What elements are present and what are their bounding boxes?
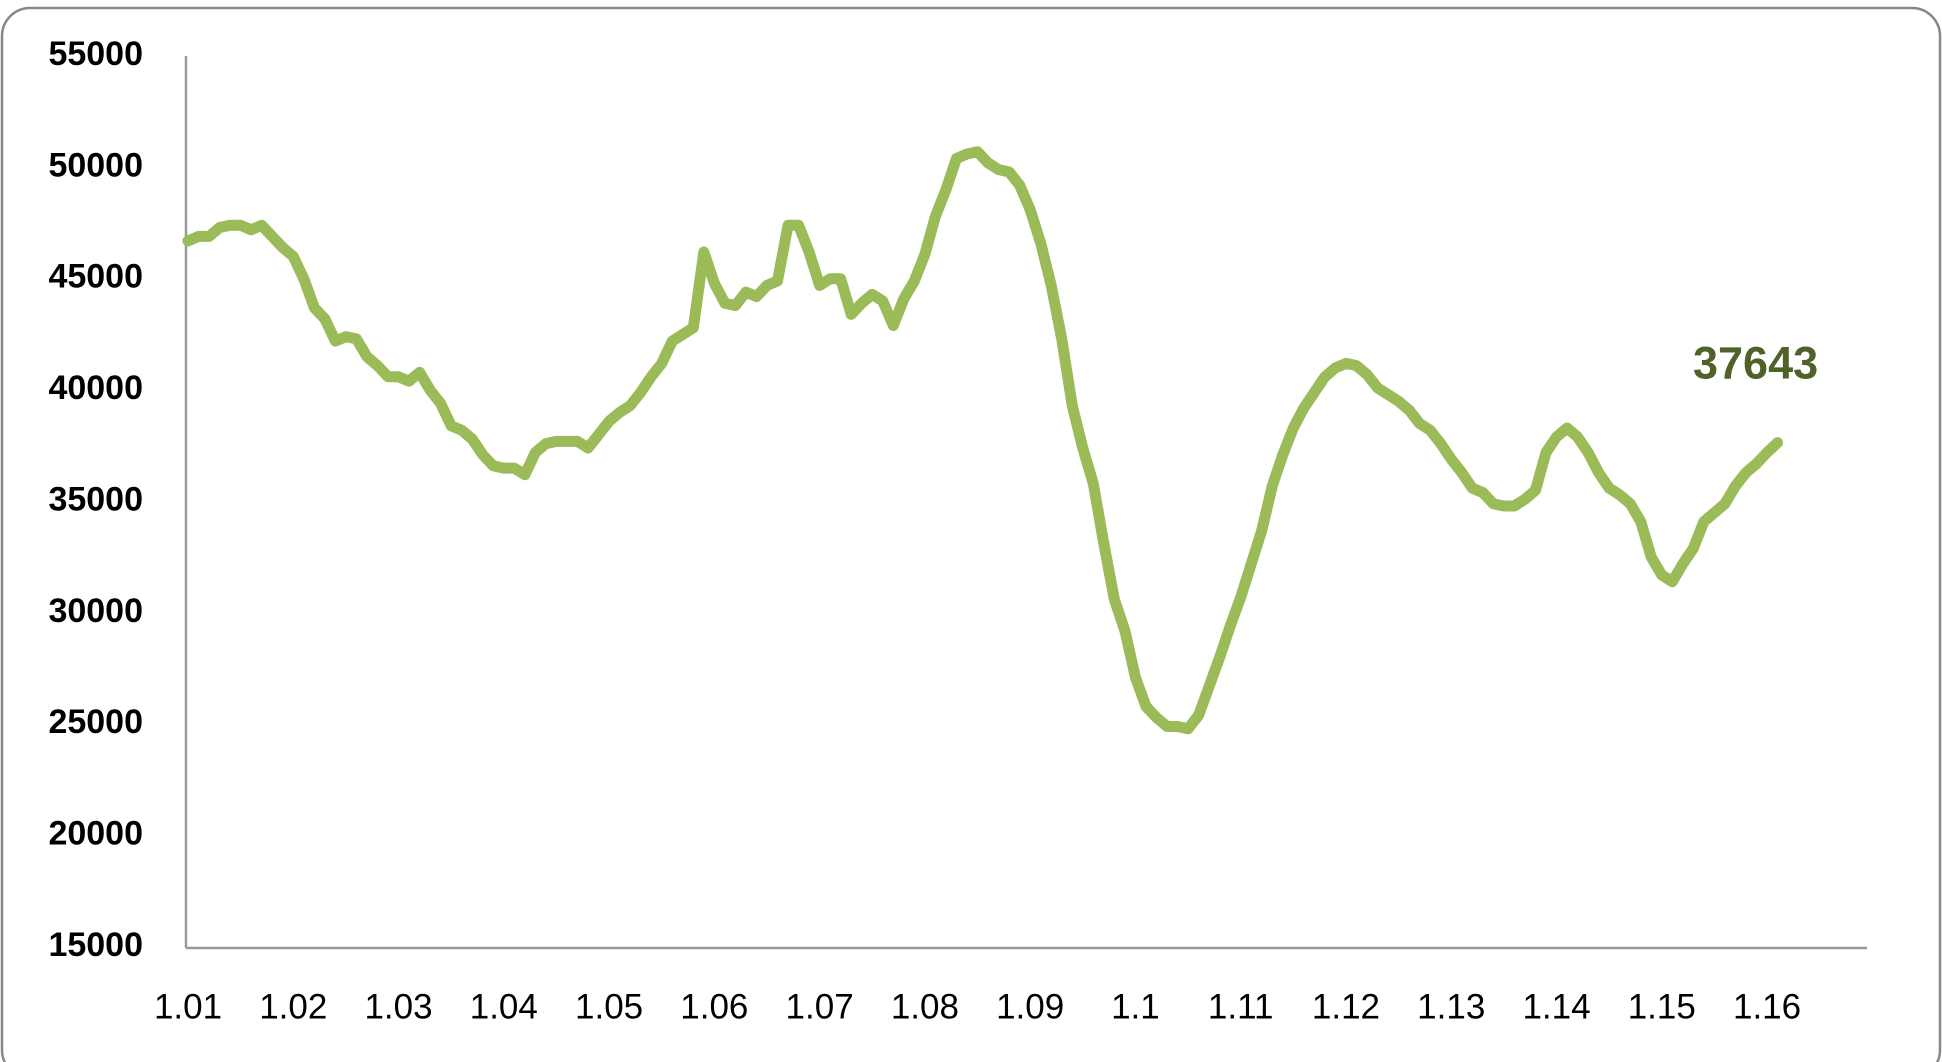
y-tick-label: 35000 — [48, 480, 143, 518]
y-tick-label: 15000 — [48, 926, 143, 964]
data-label: 37643 — [1693, 338, 1818, 389]
x-tick-label: 1.14 — [1522, 987, 1590, 1026]
x-tick-label: 1.06 — [680, 987, 748, 1026]
x-tick-label: 1.12 — [1312, 987, 1380, 1026]
x-tick-label: 1.15 — [1628, 987, 1696, 1026]
x-tick-label: 1.03 — [364, 987, 432, 1026]
y-tick-label: 50000 — [48, 146, 143, 184]
y-tick-label: 30000 — [48, 592, 143, 630]
y-tick-label: 20000 — [48, 815, 143, 853]
x-tick-label: 1.08 — [891, 987, 959, 1026]
x-tick-label: 1.05 — [575, 987, 643, 1026]
x-tick-label: 1.02 — [259, 987, 327, 1026]
x-tick-label: 1.11 — [1208, 987, 1274, 1026]
chart-border — [0, 6, 1942, 1062]
x-tick-label: 1.04 — [470, 987, 538, 1026]
x-tick-label: 1.16 — [1733, 987, 1801, 1026]
x-tick-label: 1.09 — [996, 987, 1064, 1026]
x-tick-label: 1.07 — [786, 987, 854, 1026]
data-line — [182, 146, 1784, 735]
y-tick-label: 25000 — [48, 703, 143, 741]
x-tick-label: 1.1 — [1111, 987, 1160, 1026]
x-tick-label: 1.01 — [154, 987, 222, 1026]
y-tick-label: 55000 — [48, 35, 143, 73]
x-tick-label: 1.13 — [1417, 987, 1485, 1026]
y-tick-label: 45000 — [48, 258, 143, 296]
y-tick-label: 40000 — [48, 369, 143, 407]
